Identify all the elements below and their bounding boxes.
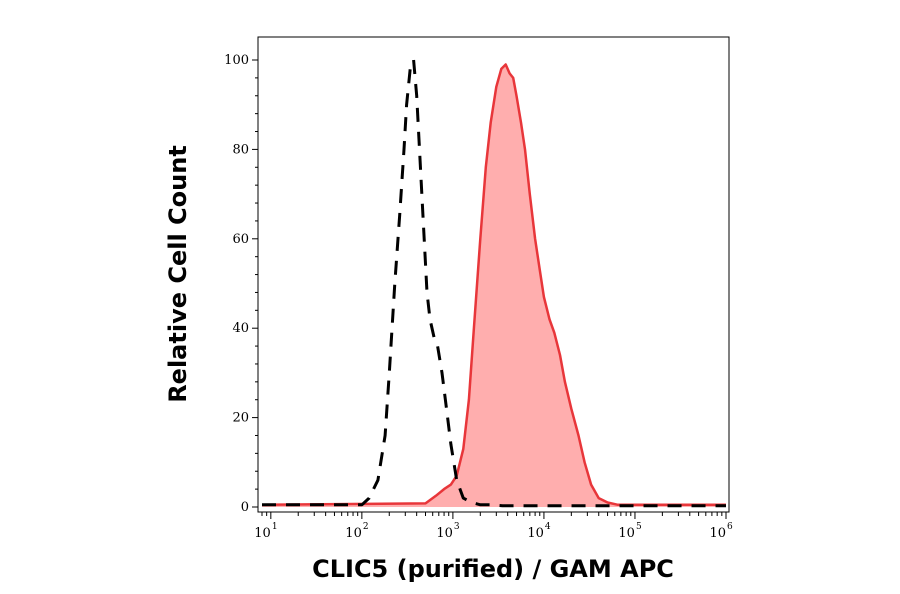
sample-histogram-fill xyxy=(262,64,726,507)
sample-histogram-line xyxy=(261,63,726,507)
x-tick-label: 10 xyxy=(618,526,635,541)
plot-area xyxy=(261,58,726,508)
x-tick-label: 10 xyxy=(527,526,544,541)
y-tick-label: 80 xyxy=(232,142,249,157)
y-tick-label: 40 xyxy=(232,321,249,336)
x-tick-exponent: 3 xyxy=(454,522,460,532)
x-tick-label: 10 xyxy=(345,526,362,541)
x-tick-label: 10 xyxy=(254,526,271,541)
x-tick-label: 10 xyxy=(709,526,726,541)
y-axis: 0 20 40 60 80 100 xyxy=(224,53,258,515)
x-tick-label: 10 xyxy=(436,526,453,541)
x-tick-exponent: 2 xyxy=(363,522,369,532)
y-tick-label: 60 xyxy=(232,232,249,247)
x-tick-exponent: 6 xyxy=(727,522,733,532)
y-tick-label: 20 xyxy=(232,411,249,426)
y-tick-label: 100 xyxy=(224,53,249,68)
x-tick-exponent: 4 xyxy=(545,522,551,532)
y-tick-label: 0 xyxy=(241,500,249,515)
y-axis-label: Relative Cell Count xyxy=(164,145,192,403)
x-tick-exponent: 1 xyxy=(272,522,278,532)
x-axis: 10 1 10 2 10 3 10 4 10 5 10 6 xyxy=(254,512,733,541)
control-histogram-line xyxy=(262,58,726,508)
x-tick-exponent: 5 xyxy=(636,522,642,532)
x-axis-label: CLIC5 (purified) / GAM APC xyxy=(312,555,674,583)
